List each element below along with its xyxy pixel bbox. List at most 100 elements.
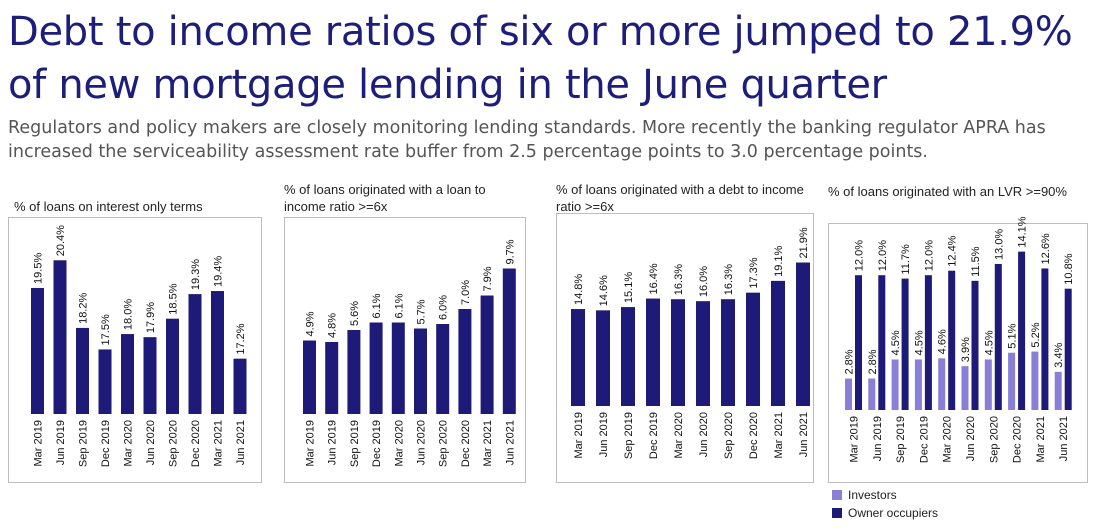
x-tick-label: Jun 2019 xyxy=(55,420,67,465)
data-label-owner-occupiers: 11.7% xyxy=(900,244,912,275)
bar xyxy=(502,268,516,414)
data-label: 17.5% xyxy=(100,314,112,345)
data-label: 18.2% xyxy=(78,293,90,324)
bar xyxy=(76,327,89,414)
bar-owner-occupiers xyxy=(1041,268,1049,410)
x-tick-label: Mar 2020 xyxy=(123,420,135,466)
x-tick-label: Mar 2021 xyxy=(773,412,785,458)
data-label-investors: 2.8% xyxy=(844,349,856,374)
bar xyxy=(121,334,134,414)
bar xyxy=(325,342,339,414)
bar xyxy=(436,324,450,414)
bar xyxy=(721,299,735,406)
bar-owner-occupiers xyxy=(1064,288,1072,410)
data-label: 14.6% xyxy=(598,275,610,306)
x-tick-label: Dec 2020 xyxy=(190,420,202,467)
data-label: 19.5% xyxy=(33,253,45,284)
data-label-owner-occupiers: 12.4% xyxy=(947,235,959,266)
data-label: 19.1% xyxy=(773,245,785,276)
x-tick-label: Dec 2019 xyxy=(918,416,930,463)
data-label-investors: 3.9% xyxy=(960,337,972,362)
x-tick-label: Jun 2019 xyxy=(598,412,610,457)
bar-investors xyxy=(845,378,852,410)
bar xyxy=(671,299,685,406)
data-label-investors: 4.5% xyxy=(890,330,902,355)
x-tick-label: Sep 2020 xyxy=(168,420,180,467)
data-label: 15.1% xyxy=(623,272,635,303)
data-label: 19.4% xyxy=(213,256,225,287)
x-tick-label: Mar 2020 xyxy=(393,420,405,466)
x-tick-label: Sep 2019 xyxy=(78,420,90,467)
chart-4-title: % of loans originated with an LVR >=90% xyxy=(828,184,1067,199)
bar xyxy=(480,295,494,414)
x-tick-label: Mar 2019 xyxy=(33,420,45,466)
chart-2-svg: 4.9% Mar 2019 4.8% Jun 2019 5.6% Sep 2019 6.1%… xyxy=(303,239,516,467)
x-tick-label: Mar 2019 xyxy=(573,412,585,458)
data-label: 20.4% xyxy=(55,225,67,256)
bar-investors xyxy=(1008,352,1016,410)
x-tick-label: Jun 2019 xyxy=(872,416,884,461)
data-label-owner-occupiers: 12.0% xyxy=(877,240,889,271)
data-label: 18.0% xyxy=(123,299,135,330)
chart-2-title: % of loans originated with a loan to inc… xyxy=(284,182,486,214)
legend-swatch-investors xyxy=(832,490,842,500)
bar xyxy=(621,307,635,406)
data-label-owner-occupiers: 11.5% xyxy=(970,246,982,277)
bar xyxy=(596,310,610,406)
data-label-investors: 5.2% xyxy=(1030,322,1042,347)
bar xyxy=(458,309,472,414)
data-label-investors: 2.8% xyxy=(867,349,879,374)
x-tick-label: Jun 2021 xyxy=(504,420,516,465)
legend-item-owner-occupiers: Owner occupiers xyxy=(832,504,938,522)
bar xyxy=(143,337,157,414)
data-label-owner-occupiers: 14.1% xyxy=(1017,216,1029,247)
legend-item-investors: Investors xyxy=(832,486,938,504)
x-tick-label: Mar 2019 xyxy=(305,420,317,466)
chart-1-panel: 19.5% Mar 2019 20.4% Jun 2019 18.2% Sep 2019 1… xyxy=(8,217,262,483)
x-tick-label: Mar 2021 xyxy=(1035,416,1047,462)
data-label-owner-occupiers: 13.0% xyxy=(993,229,1005,260)
data-label: 4.9% xyxy=(305,311,317,336)
bar-investors xyxy=(1054,371,1062,410)
data-label-owner-occupiers: 12.0% xyxy=(923,240,935,271)
x-tick-label: Sep 2020 xyxy=(438,420,450,467)
bar-owner-occupiers xyxy=(948,270,956,410)
data-label: 16.4% xyxy=(648,263,660,294)
x-tick-label: Dec 2020 xyxy=(460,420,472,467)
chart-4-legend: Investors Owner occupiers xyxy=(832,486,938,522)
data-label: 6.1% xyxy=(371,293,383,318)
chart-3-svg: 14.8% Mar 2019 14.6% Jun 2019 15.1% Sep 2019 1… xyxy=(571,227,810,459)
data-label: 7.0% xyxy=(460,280,472,305)
bar-owner-occupiers xyxy=(924,275,932,410)
data-label-investors: 4.5% xyxy=(983,330,995,355)
x-tick-label: Sep 2020 xyxy=(988,416,1000,463)
bar-investors xyxy=(868,378,876,410)
bar-owner-occupiers xyxy=(994,263,1002,410)
x-tick-label: Jun 2021 xyxy=(1058,416,1070,461)
data-label: 7.9% xyxy=(482,266,494,291)
data-label: 16.3% xyxy=(723,264,735,295)
x-tick-label: Jun 2020 xyxy=(965,416,977,461)
data-label-owner-occupiers: 12.0% xyxy=(854,240,866,271)
data-label: 14.8% xyxy=(573,274,585,305)
bar-owner-occupiers xyxy=(878,275,886,410)
chart-3-panel: 14.8% Mar 2019 14.6% Jun 2019 15.1% Sep 2019 1… xyxy=(556,213,814,483)
bar-investors xyxy=(938,358,946,410)
bar xyxy=(347,330,361,414)
data-label: 6.0% xyxy=(438,295,450,320)
bar xyxy=(696,301,710,406)
bar xyxy=(166,318,179,414)
data-label-owner-occupiers: 10.8% xyxy=(1063,253,1075,284)
x-tick-label: Sep 2019 xyxy=(349,420,361,467)
x-tick-label: Jun 2021 xyxy=(798,412,810,457)
bar-investors xyxy=(1031,351,1039,410)
x-tick-label: Sep 2019 xyxy=(895,416,907,463)
x-tick-label: Jun 2020 xyxy=(416,420,428,465)
data-label: 5.6% xyxy=(349,301,361,326)
data-label-investors: 5.1% xyxy=(1007,323,1019,348)
bar xyxy=(646,298,660,406)
x-tick-label: Jun 2020 xyxy=(698,412,710,457)
x-tick-label: Jun 2020 xyxy=(145,420,157,465)
chart-2-panel: 4.9% Mar 2019 4.8% Jun 2019 5.6% Sep 2019 6.1%… xyxy=(284,217,526,483)
x-tick-label: Mar 2019 xyxy=(849,416,861,462)
